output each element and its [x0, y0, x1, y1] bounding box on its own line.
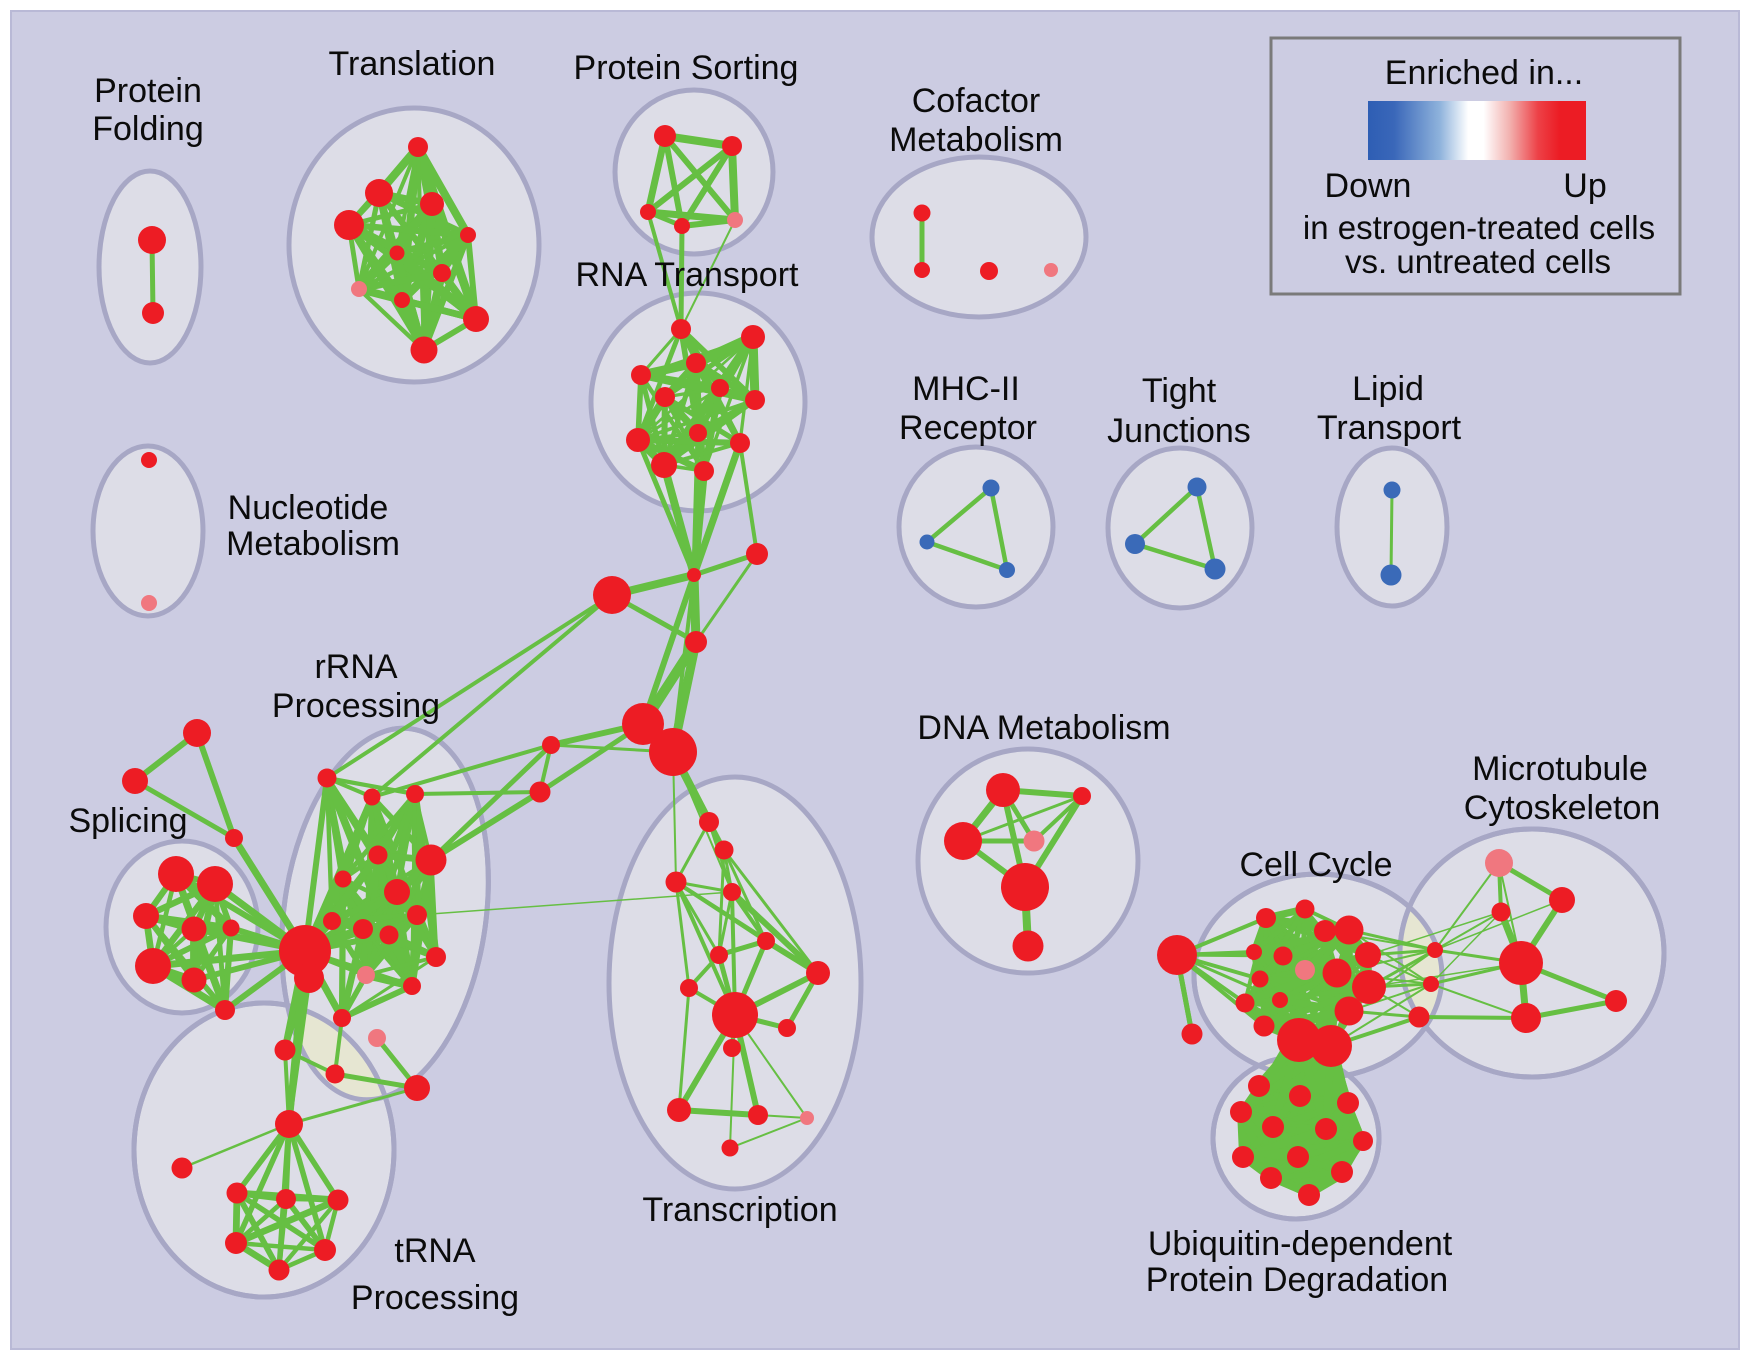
svg-text:tRNA: tRNA: [394, 1232, 476, 1270]
svg-text:Transcription: Transcription: [642, 1191, 837, 1229]
svg-text:Cytoskeleton: Cytoskeleton: [1464, 789, 1661, 827]
svg-text:Protein Sorting: Protein Sorting: [574, 49, 799, 87]
svg-text:Splicing: Splicing: [68, 802, 187, 840]
svg-text:Folding: Folding: [92, 110, 204, 148]
svg-text:Lipid: Lipid: [1352, 370, 1424, 408]
svg-text:Cell Cycle: Cell Cycle: [1239, 846, 1392, 884]
svg-text:Protein Degradation: Protein Degradation: [1146, 1261, 1448, 1299]
svg-text:Transport: Transport: [1317, 409, 1462, 447]
svg-text:MHC-II: MHC-II: [912, 370, 1020, 408]
svg-text:vs. untreated cells: vs. untreated cells: [1345, 243, 1611, 280]
svg-text:Cofactor: Cofactor: [912, 82, 1041, 120]
svg-text:Nucleotide: Nucleotide: [228, 489, 389, 527]
svg-text:DNA Metabolism: DNA Metabolism: [917, 709, 1170, 747]
svg-text:Metabolism: Metabolism: [889, 121, 1063, 159]
svg-text:Translation: Translation: [329, 45, 496, 83]
svg-text:Up: Up: [1563, 167, 1606, 205]
svg-text:Microtubule: Microtubule: [1472, 750, 1648, 788]
svg-text:in estrogen-treated cells: in estrogen-treated cells: [1303, 209, 1655, 246]
svg-text:Tight: Tight: [1142, 372, 1217, 410]
svg-text:Down: Down: [1325, 167, 1412, 205]
svg-text:Enriched in...: Enriched in...: [1385, 54, 1583, 92]
svg-text:Processing: Processing: [272, 687, 440, 725]
svg-text:Ubiquitin-dependent: Ubiquitin-dependent: [1148, 1225, 1453, 1263]
svg-text:rRNA: rRNA: [314, 648, 397, 686]
svg-text:Junctions: Junctions: [1107, 412, 1251, 450]
svg-text:Receptor: Receptor: [899, 409, 1037, 447]
svg-text:Metabolism: Metabolism: [226, 525, 400, 563]
svg-text:Protein: Protein: [94, 72, 202, 110]
svg-text:RNA Transport: RNA Transport: [576, 256, 800, 294]
svg-text:Processing: Processing: [351, 1279, 519, 1317]
